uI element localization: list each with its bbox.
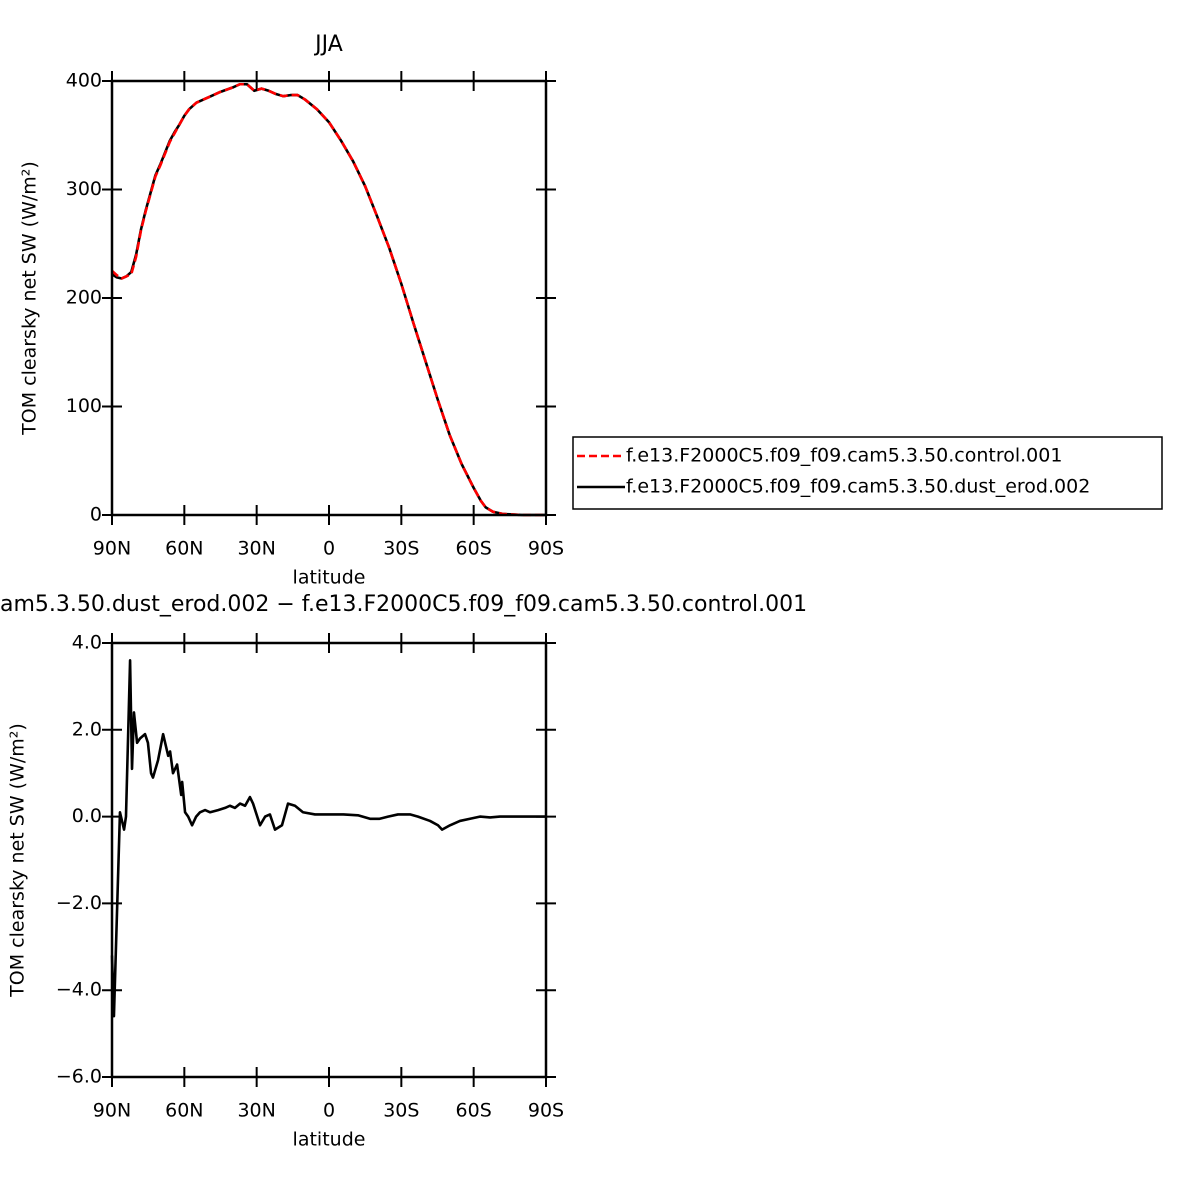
plot-frame	[110, 79, 548, 517]
x-tick-label: 30N	[237, 538, 275, 560]
x-tick-label: 30N	[237, 1100, 275, 1122]
y-tick-label: 100	[66, 395, 102, 417]
chart-title: JJA	[313, 32, 343, 57]
y-tick-label: 0	[90, 504, 102, 526]
x-tick-label: 0	[323, 538, 335, 560]
x-tick-label: 60S	[456, 538, 492, 560]
y-tick-label: 2.0	[72, 718, 102, 740]
data-line	[111, 82, 546, 517]
x-tick-label: 90S	[528, 538, 564, 560]
x-axis-label: latitude	[293, 1129, 366, 1151]
y-tick-label: 4.0	[72, 632, 102, 654]
legend-label: f.e13.F2000C5.f09_f09.cam5.3.50.dust_ero…	[626, 476, 1090, 498]
x-axis-label: latitude	[293, 567, 366, 589]
x-tick-label: 90N	[93, 1100, 131, 1122]
x-tick-label: 30S	[383, 538, 419, 560]
y-axis-label: TOM clearsky net SW (W/m²)	[7, 723, 29, 998]
y-tick-label: 0.0	[72, 805, 102, 827]
x-tick-label: 30S	[383, 1100, 419, 1122]
x-tick-label: 60N	[165, 1100, 203, 1122]
y-tick-label: −6.0	[56, 1066, 102, 1088]
data-line	[110, 659, 546, 1018]
data-line	[111, 82, 546, 517]
y-axis-label: TOM clearsky net SW (W/m²)	[19, 161, 41, 436]
plot-frame	[110, 641, 548, 1079]
x-tick-label: 60S	[456, 1100, 492, 1122]
chart-title: am5.3.50.dust_erod.002 − f.e13.F2000C5.f…	[0, 592, 807, 617]
y-tick-label: −4.0	[56, 979, 102, 1001]
y-tick-label: 200	[66, 287, 102, 309]
x-tick-label: 90N	[93, 538, 131, 560]
legend-box	[572, 436, 1163, 510]
x-tick-label: 60N	[165, 538, 203, 560]
x-tick-label: 90S	[528, 1100, 564, 1122]
legend-label: f.e13.F2000C5.f09_f09.cam5.3.50.control.…	[626, 445, 1062, 467]
y-tick-label: 300	[66, 178, 102, 200]
x-tick-label: 0	[323, 1100, 335, 1122]
y-tick-label: −2.0	[56, 892, 102, 914]
y-tick-label: 400	[66, 70, 102, 92]
